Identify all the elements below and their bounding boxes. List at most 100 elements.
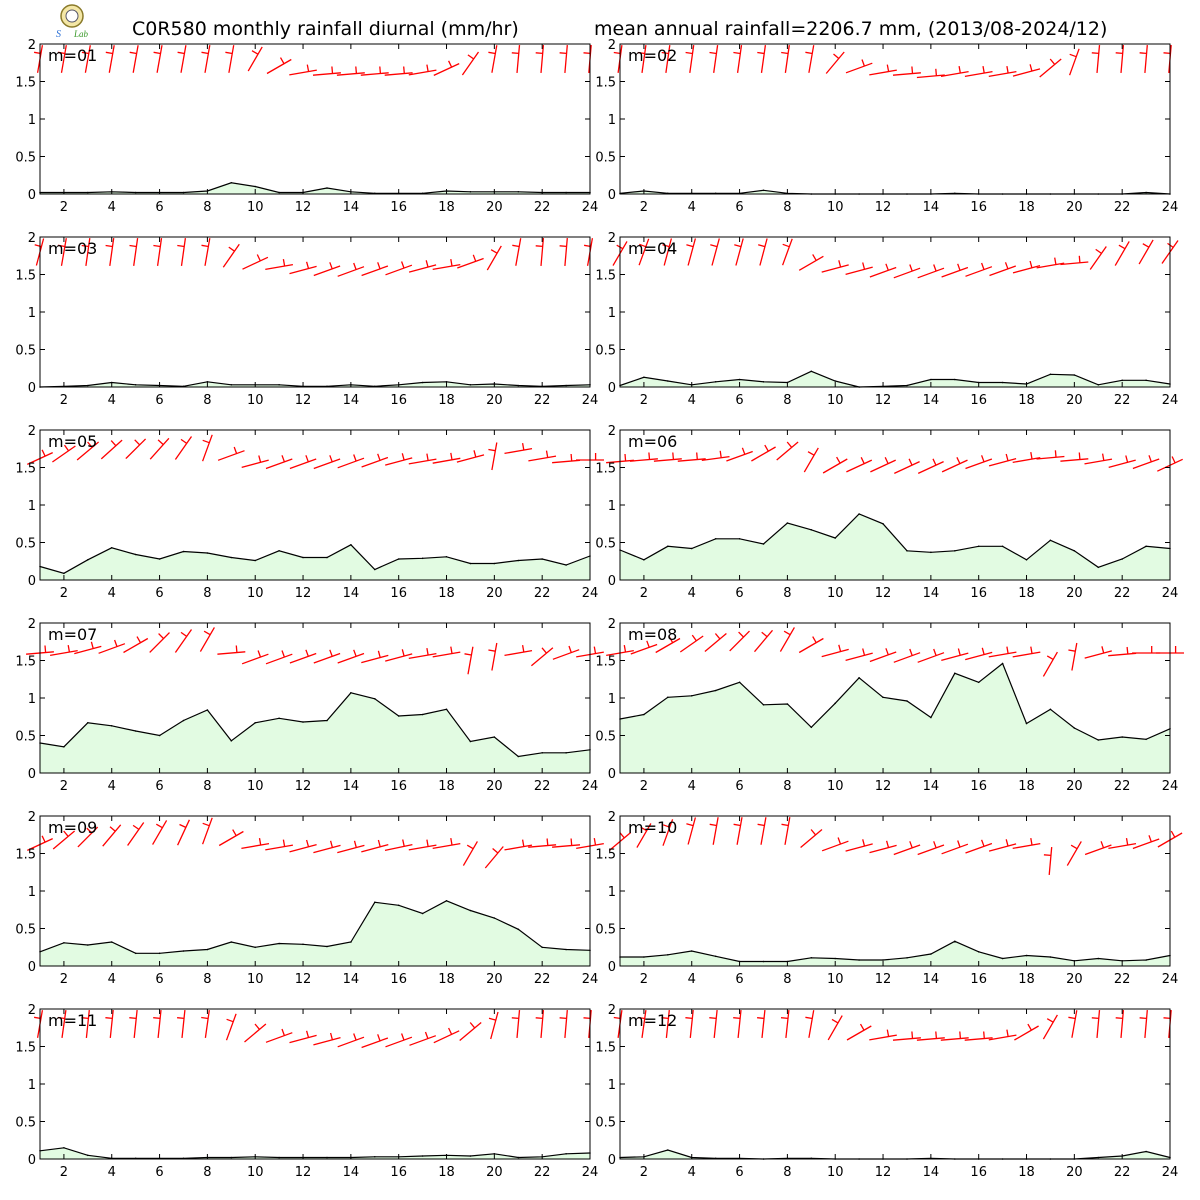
y-tick-label: 2 [608,38,616,53]
wind-barb-shaft [1012,651,1041,658]
rainfall-point [206,552,209,554]
rainfall-point [87,1154,89,1157]
wind-barb [337,262,365,277]
wind-barb-feather [201,244,209,248]
rainfall-point [87,384,89,387]
rainfall-point [326,187,328,189]
wind-barb-shaft [893,844,921,856]
wind-barb-feather [624,453,627,462]
wind-barb [893,648,921,663]
y-tick-label: 0.5 [595,923,616,938]
wind-barb-shaft [989,265,1017,277]
wind-barb-feather [425,260,429,268]
wind-barb-feather [177,51,185,55]
wind-barb-feather [1118,244,1126,250]
wind-barb-shaft [266,58,292,75]
wind-barb-shaft [49,649,78,657]
wind-barb-shaft [52,830,76,850]
wind-barb-shaft [822,458,848,474]
wind-barb-feather [329,649,333,657]
wind-barb-feather [81,1017,89,1020]
wind-barb-feather [201,51,209,55]
rainfall-point [690,695,693,697]
rainfall-point [110,725,113,727]
wind-barb-feather [672,452,675,460]
wind-barb [313,649,341,664]
wind-barb-shaft [540,1010,545,1038]
x-tick-label: 10 [247,1165,264,1180]
plot-frame [619,236,1171,388]
wind-barb-feather [63,444,70,452]
wind-barb [869,648,897,663]
wind-barb [57,1010,67,1038]
wind-barb [780,1010,790,1038]
rainfall-point [254,946,256,949]
wind-barb [630,640,658,655]
rainfall-area [620,514,1170,580]
x-tick-label: 2 [640,393,648,408]
wind-barb-feather [1030,837,1033,846]
wind-barb-shaft [726,450,753,462]
wind-barb-feather [685,51,693,55]
wind-barb-feather [521,839,525,847]
wind-barb-feather [426,453,429,461]
rainfall-line [619,513,1171,568]
wind-barb-feather [426,839,429,847]
wind-barb [461,51,480,76]
wind-barb [149,632,170,653]
rainfall-point [565,191,567,194]
wind-barb [729,630,750,652]
wind-barb-feather [637,51,645,55]
x-tick-label: 2 [640,972,648,987]
wind-barb-feather [488,649,496,652]
wind-barb-feather [805,1016,813,1020]
wind-barb-feather [862,262,866,270]
wind-barb-feather [911,66,914,74]
x-tick-label: 22 [534,972,551,987]
wind-barb-feather [233,446,238,454]
x-tick-label: 14 [343,393,360,408]
wind-barb-feather [177,1017,185,1020]
wind-barb [869,840,897,854]
x-tick-label: 6 [155,972,163,987]
wind-barb-feather [57,51,66,55]
wind-barb-feather [254,1023,260,1030]
wind-barb [733,817,743,845]
x-tick-label: 8 [783,972,791,987]
wind-barb-shaft [713,45,719,73]
rainfall-point [565,948,567,951]
wind-barb-feather [490,249,498,254]
wind-barb-shaft [636,823,652,848]
wind-barb [965,455,993,470]
x-tick-label: 22 [534,586,551,601]
wind-barb-shaft [1014,1025,1039,1041]
x-tick-label: 22 [1114,779,1131,794]
x-tick-label: 16 [390,972,407,987]
wind-barb-shaft [704,633,727,652]
logo-wordmark-s: S [56,29,61,40]
rainfall-point [87,191,89,194]
rainfall-point [278,942,280,945]
rainfall-point [1073,727,1076,729]
wind-barb [201,1010,210,1038]
y-tick-label: 2 [608,231,616,246]
wind-barb-shaft [1036,262,1065,269]
wind-barb-feather [757,823,765,827]
wind-barb [893,264,921,279]
wind-barb [583,238,594,266]
x-tick-label: 12 [875,200,892,215]
wind-barb-feather [377,839,381,847]
wind-barb-feather [661,51,669,55]
wind-barb-feather [933,841,937,849]
x-tick-label: 18 [1018,1165,1035,1180]
wind-barb [1108,455,1136,469]
rainfall-point [374,698,376,700]
wind-barb [201,434,213,462]
wind-barb-feather [281,1028,286,1036]
rainfall-point [834,702,836,705]
rainfall-point [1145,545,1147,548]
wind-barb-shaft [337,1036,365,1048]
wind-barb-feather [448,60,453,68]
